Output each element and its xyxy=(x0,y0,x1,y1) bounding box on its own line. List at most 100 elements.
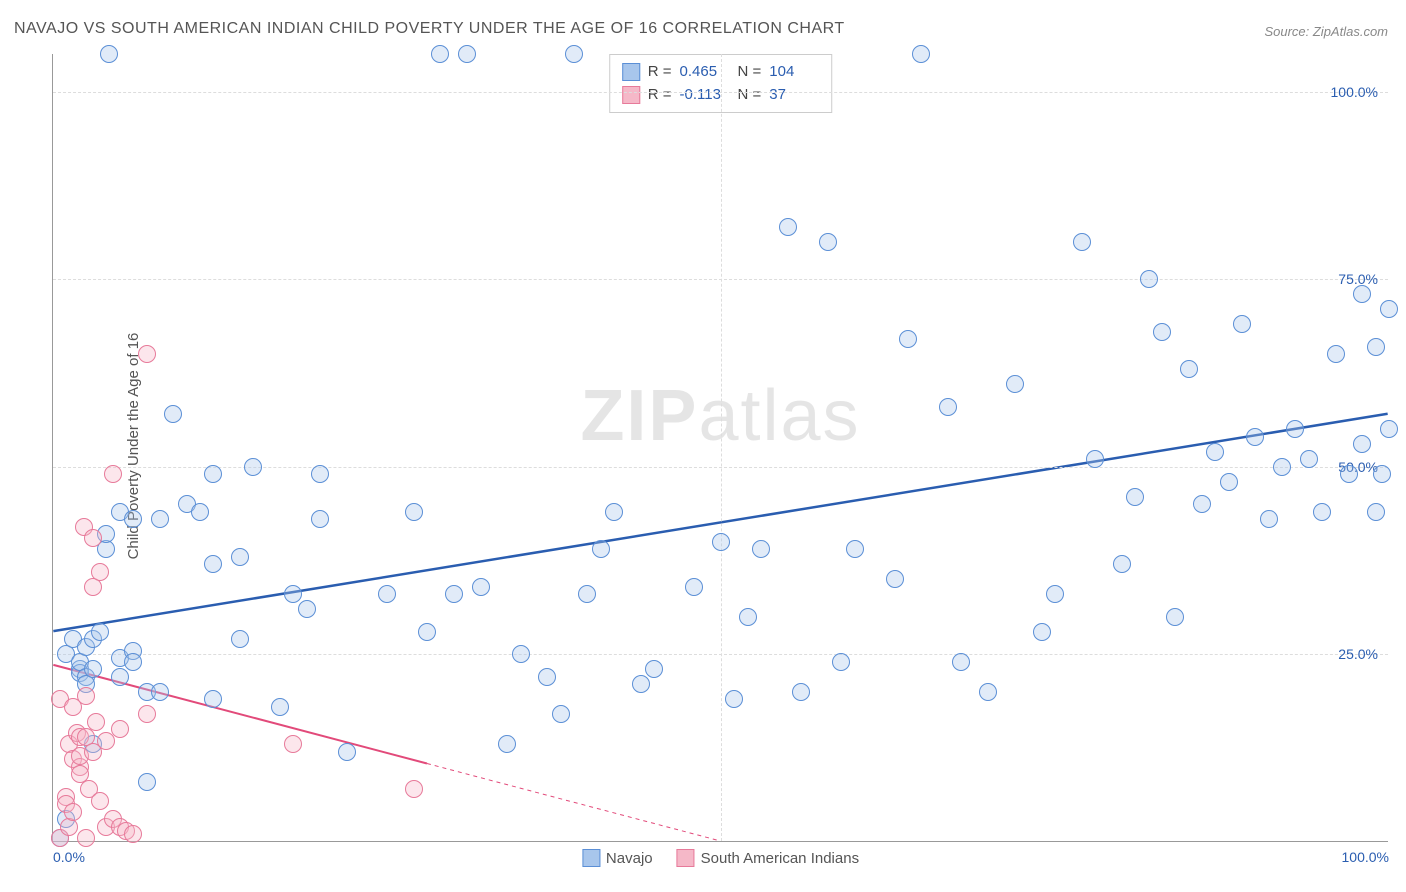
data-point xyxy=(739,608,757,626)
data-point xyxy=(565,45,583,63)
legend-label: Navajo xyxy=(606,850,653,867)
data-point xyxy=(311,465,329,483)
data-point xyxy=(712,533,730,551)
watermark-light: atlas xyxy=(698,376,860,456)
data-point xyxy=(538,668,556,686)
data-point xyxy=(512,645,530,663)
data-point xyxy=(77,829,95,847)
data-point xyxy=(1380,300,1398,318)
legend-r-label: R = xyxy=(648,84,672,107)
legend-r-value: -0.113 xyxy=(680,84,730,107)
chart-container: NAVAJO VS SOUTH AMERICAN INDIAN CHILD PO… xyxy=(0,0,1406,892)
legend-label: South American Indians xyxy=(701,850,859,867)
data-point xyxy=(1113,555,1131,573)
data-point xyxy=(1220,473,1238,491)
data-point xyxy=(298,600,316,618)
data-point xyxy=(87,713,105,731)
data-point xyxy=(1373,465,1391,483)
data-point xyxy=(124,825,142,843)
data-point xyxy=(1260,510,1278,528)
data-point xyxy=(819,233,837,251)
data-point xyxy=(64,803,82,821)
data-point xyxy=(1300,450,1318,468)
watermark-bold: ZIP xyxy=(580,376,698,456)
data-point xyxy=(1180,360,1198,378)
data-point xyxy=(1073,233,1091,251)
legend-swatch-navajo xyxy=(622,63,640,81)
plot-area: ZIPatlas R = 0.465 N = 104 R = -0.113 N … xyxy=(52,54,1388,842)
data-point xyxy=(418,623,436,641)
data-point xyxy=(204,690,222,708)
data-point xyxy=(1193,495,1211,513)
data-point xyxy=(1246,428,1264,446)
data-point xyxy=(60,818,78,836)
data-point xyxy=(284,735,302,753)
data-point xyxy=(1140,270,1158,288)
data-point xyxy=(338,743,356,761)
data-point xyxy=(1153,323,1171,341)
data-point xyxy=(1233,315,1251,333)
data-point xyxy=(91,563,109,581)
data-point xyxy=(164,405,182,423)
data-point xyxy=(1313,503,1331,521)
data-point xyxy=(832,653,850,671)
data-point xyxy=(124,653,142,671)
data-point xyxy=(191,503,209,521)
y-tick-label: 25.0% xyxy=(1338,646,1378,662)
y-tick-label: 100.0% xyxy=(1331,84,1378,100)
data-point xyxy=(752,540,770,558)
data-point xyxy=(472,578,490,596)
data-point xyxy=(431,45,449,63)
data-point xyxy=(111,720,129,738)
data-point xyxy=(405,780,423,798)
data-point xyxy=(311,510,329,528)
data-point xyxy=(1367,338,1385,356)
data-point xyxy=(104,465,122,483)
legend-n-value: 37 xyxy=(769,84,819,107)
legend-n-label: N = xyxy=(738,84,762,107)
data-point xyxy=(1166,608,1184,626)
data-point xyxy=(846,540,864,558)
data-point xyxy=(405,503,423,521)
data-point xyxy=(578,585,596,603)
data-point xyxy=(1033,623,1051,641)
data-point xyxy=(899,330,917,348)
data-point xyxy=(1380,420,1398,438)
legend-r-label: R = xyxy=(648,61,672,84)
data-point xyxy=(1126,488,1144,506)
legend-swatch-sai xyxy=(622,86,640,104)
chart-title: NAVAJO VS SOUTH AMERICAN INDIAN CHILD PO… xyxy=(14,20,845,38)
data-point xyxy=(1273,458,1291,476)
data-point xyxy=(458,45,476,63)
data-point xyxy=(231,548,249,566)
data-point xyxy=(1353,435,1371,453)
data-point xyxy=(779,218,797,236)
data-point xyxy=(912,45,930,63)
data-point xyxy=(632,675,650,693)
legend-swatch-sai xyxy=(677,849,695,867)
data-point xyxy=(725,690,743,708)
legend-item-navajo: Navajo xyxy=(582,849,653,867)
data-point xyxy=(445,585,463,603)
x-tick-label: 0.0% xyxy=(53,849,85,865)
data-point xyxy=(1340,465,1358,483)
data-point xyxy=(100,45,118,63)
data-point xyxy=(1046,585,1064,603)
data-point xyxy=(1006,375,1024,393)
data-point xyxy=(231,630,249,648)
data-point xyxy=(244,458,262,476)
data-point xyxy=(271,698,289,716)
x-tick-label: 100.0% xyxy=(1342,849,1389,865)
legend-series: Navajo South American Indians xyxy=(582,849,859,867)
data-point xyxy=(498,735,516,753)
data-point xyxy=(1353,285,1371,303)
data-point xyxy=(138,345,156,363)
data-point xyxy=(77,687,95,705)
legend-item-sai: South American Indians xyxy=(677,849,859,867)
data-point xyxy=(685,578,703,596)
legend-swatch-navajo xyxy=(582,849,600,867)
data-point xyxy=(84,660,102,678)
data-point xyxy=(1086,450,1104,468)
data-point xyxy=(952,653,970,671)
data-point xyxy=(151,510,169,528)
